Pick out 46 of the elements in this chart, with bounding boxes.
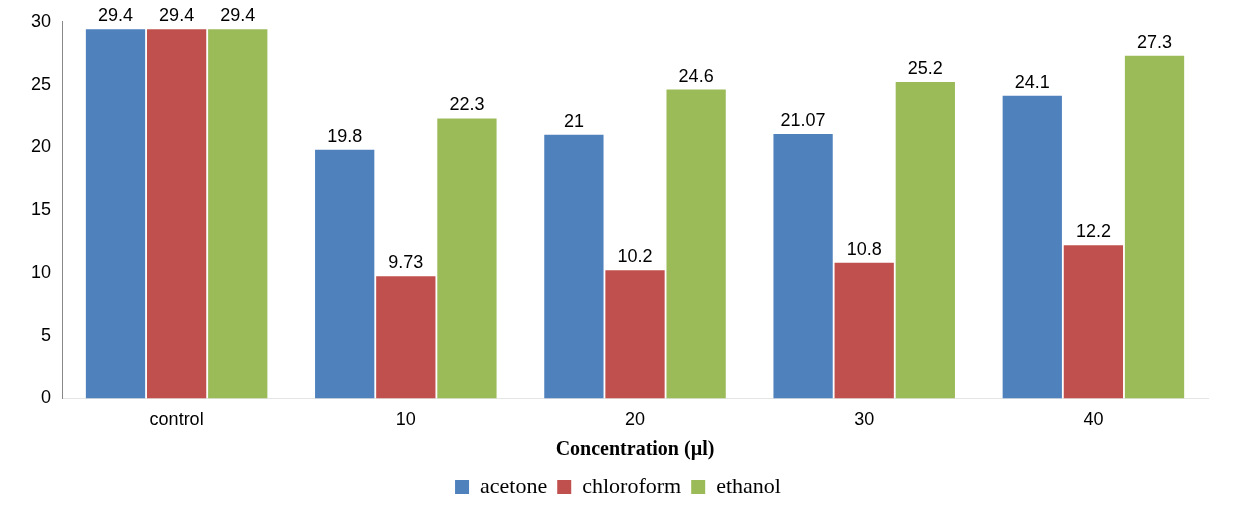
data-label: 10.2 [617, 246, 653, 267]
bar [437, 118, 497, 399]
data-label: 9.73 [388, 252, 424, 273]
data-label: 25.2 [907, 58, 943, 79]
bar [208, 29, 268, 399]
y-tick-label: 5 [41, 324, 52, 345]
x-tick-label: 20 [625, 409, 646, 430]
bar [605, 270, 665, 399]
data-label: 27.3 [1137, 31, 1173, 52]
bar [544, 134, 604, 399]
data-label: 19.8 [327, 125, 363, 146]
data-label: 10.8 [846, 238, 882, 259]
bar [666, 89, 726, 399]
bar [834, 262, 894, 399]
data-label: 24.1 [1014, 71, 1050, 92]
data-label: 29.4 [97, 5, 134, 26]
legend-label: ethanol [716, 472, 781, 498]
bar [1002, 95, 1062, 399]
legend-label: chloroform [582, 472, 682, 498]
bar [376, 276, 436, 399]
x-axis-title: Concentration (µl) [555, 437, 715, 461]
data-label: 29.4 [220, 5, 256, 26]
y-tick-label: 20 [30, 136, 52, 157]
y-tick-label: 25 [30, 73, 52, 94]
data-label: 22.3 [449, 94, 485, 115]
y-tick-label: 10 [30, 261, 52, 282]
x-tick-label: 30 [854, 409, 875, 430]
x-tick-label: 40 [1083, 409, 1104, 430]
bar [1124, 55, 1185, 399]
data-label: 21.07 [780, 109, 826, 130]
y-tick-label: 30 [30, 10, 52, 31]
data-label: 21 [563, 110, 584, 131]
bar [315, 149, 375, 399]
y-tick-label: 0 [41, 387, 52, 408]
bar [85, 29, 146, 399]
bar [895, 82, 955, 399]
legend-label: acetone [480, 472, 548, 498]
x-tick-label: 10 [395, 409, 416, 430]
data-label: 24.6 [678, 65, 714, 86]
x-tick-label: control [149, 409, 204, 430]
bar [773, 133, 833, 399]
data-label: 12.2 [1075, 221, 1111, 242]
bar [1063, 245, 1124, 399]
data-label: 29.4 [159, 5, 195, 26]
y-tick-label: 15 [30, 199, 52, 220]
bar [146, 29, 207, 399]
